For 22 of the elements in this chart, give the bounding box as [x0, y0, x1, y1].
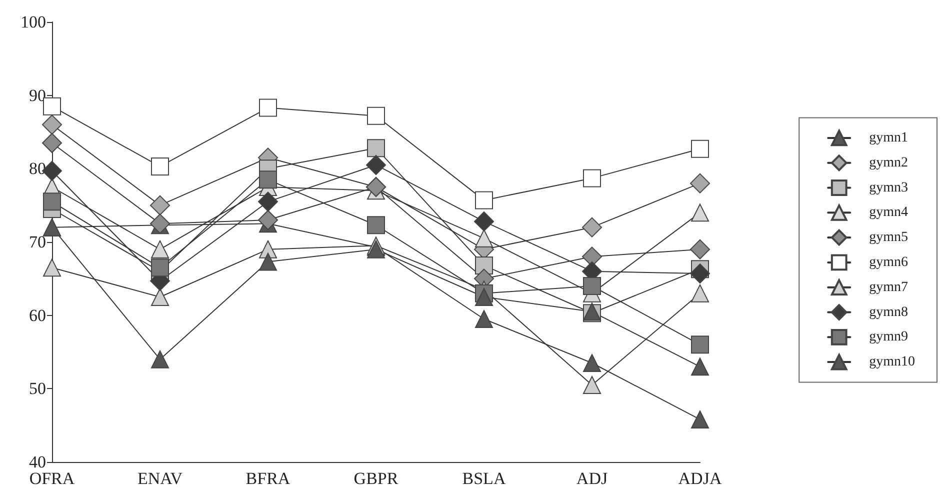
x-tick-label: ADJA — [678, 469, 722, 488]
legend-label: gymn10 — [869, 354, 915, 370]
legend-label: gymn2 — [869, 155, 908, 170]
legend-label: gymn4 — [869, 205, 908, 220]
x-tick-label: BSLA — [462, 469, 506, 488]
y-tick-label: 100 — [20, 12, 46, 32]
x-tick-label: BFRA — [246, 469, 291, 488]
legend-label: gymn8 — [869, 304, 908, 320]
x-tick-label: OFRA — [29, 469, 76, 488]
y-tick-label: 40 — [29, 452, 46, 472]
y-tick-label: 70 — [29, 232, 46, 252]
legend-label: gymn1 — [869, 130, 908, 146]
x-tick-label: ADJ — [576, 469, 608, 488]
x-tick-label: GBPR — [354, 469, 399, 488]
legend-label: gymn7 — [869, 280, 908, 295]
legend-label: gymn9 — [869, 330, 908, 345]
y-tick-label: 50 — [29, 379, 46, 398]
legend-label: gymn6 — [869, 254, 908, 270]
legend-label: gymn5 — [869, 230, 908, 246]
x-tick-label: ENAV — [137, 469, 184, 488]
y-tick-label: 60 — [29, 306, 46, 325]
legend-label: gymn3 — [869, 180, 908, 196]
